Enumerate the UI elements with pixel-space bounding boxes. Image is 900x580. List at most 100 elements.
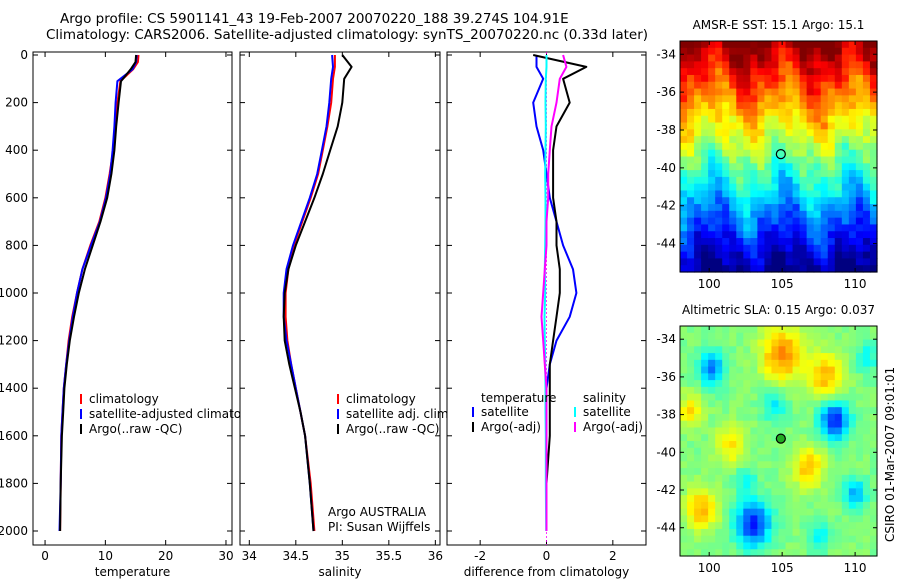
heatmap-cell [694,231,702,239]
heatmap-cell [771,528,780,537]
heatmap-cell [862,373,871,381]
heatmap-cell [708,244,716,253]
heatmap-cell [701,380,709,388]
heatmap-cell [848,41,857,49]
heatmap-cell [736,346,744,354]
heatmap-cell [869,353,878,361]
heatmap-cell [862,441,871,449]
heatmap-cell [799,217,808,226]
heatmap-cell [736,176,744,185]
heatmap-cell [771,115,780,124]
heatmap-cell [806,224,815,232]
heatmap-cell [687,183,695,192]
heatmap-cell [771,163,780,171]
heatmap-cell [708,427,716,435]
heatmap-cell [855,366,864,374]
x-tick-label: 35.5 [375,549,402,563]
heatmap-cell [715,122,723,130]
heatmap-cell [792,81,801,90]
heatmap-cell [848,380,857,388]
heatmap-cell [855,102,864,110]
heatmap-cell [848,535,857,544]
heatmap-cell [680,156,688,164]
heatmap-cell [834,407,843,415]
heatmap-cell [820,373,829,381]
y-tick-label: 400 [5,143,28,157]
heatmap-cell [743,163,751,171]
heatmap-cell [694,468,702,476]
heatmap-cell [834,393,843,402]
heatmap-cell [750,535,758,544]
heatmap-cell [694,454,702,462]
heatmap-cell [869,251,878,260]
heatmap-cell [792,149,801,158]
heatmap-cell [778,481,787,489]
heatmap-cell [785,108,794,117]
heatmap-cell [708,108,716,117]
heatmap-cell [778,353,787,361]
heatmap-cell [694,210,702,219]
heatmap-cell [827,102,836,110]
heatmap-cell [813,81,822,90]
heatmap-cell [764,495,773,503]
heatmap-cell [806,88,815,96]
x-tick-label: 0 [41,549,49,563]
heatmap-cell [764,339,773,347]
heatmap-cell [729,217,737,226]
heatmap-cell [680,386,688,395]
heatmap-cell [827,183,836,192]
heatmap-cell [743,380,751,388]
heatmap-cell [869,326,878,334]
y-tick-label: -44 [656,521,676,535]
heatmap-cell [848,163,857,171]
heatmap-cell [771,95,780,103]
heatmap-cell [820,88,829,96]
heatmap-cell [785,142,794,151]
footer-credit: CSIRO 01-Mar-2007 09:01:01 [883,366,897,542]
heatmap-cell [855,142,864,151]
heatmap-cell [708,231,716,239]
legend-label: climatology [346,392,416,406]
heatmap-cell [799,129,808,137]
heatmap-cell [680,468,688,476]
heatmap-cell [701,441,709,449]
heatmap-cell [715,210,723,219]
heatmap-cell [869,542,878,550]
heatmap-cell [855,163,864,171]
heatmap-cell [743,481,751,489]
heatmap-cell [694,204,702,212]
heatmap-cell [736,170,744,178]
heatmap-cell [792,88,801,96]
heatmap-cell [708,407,716,415]
heatmap-cell [862,468,871,476]
heatmap-cell [743,522,751,530]
heatmap-cell [820,251,829,260]
heatmap-cell [778,210,787,219]
heatmap-cell [736,88,744,96]
heatmap-cell [841,380,850,388]
heatmap-cell [785,407,794,415]
heatmap-cell [750,495,758,503]
heatmap-cell [799,549,808,557]
heatmap-cell [792,210,801,219]
heatmap-cell [701,373,709,381]
heatmap-cell [799,244,808,253]
heatmap-cell [827,81,836,90]
heatmap-cell [841,468,850,476]
heatmap-cell [799,393,808,402]
heatmap-cell [771,373,780,381]
heatmap-cell [813,353,822,361]
heatmap-cell [869,129,878,137]
heatmap-cell [715,407,723,415]
heatmap-cell [806,454,815,462]
heatmap-cell [680,481,688,489]
heatmap-cell [764,373,773,381]
heatmap-cell [855,407,864,415]
heatmap-cell [778,413,787,422]
heatmap-cell [764,359,773,368]
heatmap-cell [841,122,850,130]
heatmap-cell [729,238,737,246]
heatmap-cell [771,380,780,388]
heatmap-cell [764,488,773,496]
heatmap-cell [806,359,815,368]
